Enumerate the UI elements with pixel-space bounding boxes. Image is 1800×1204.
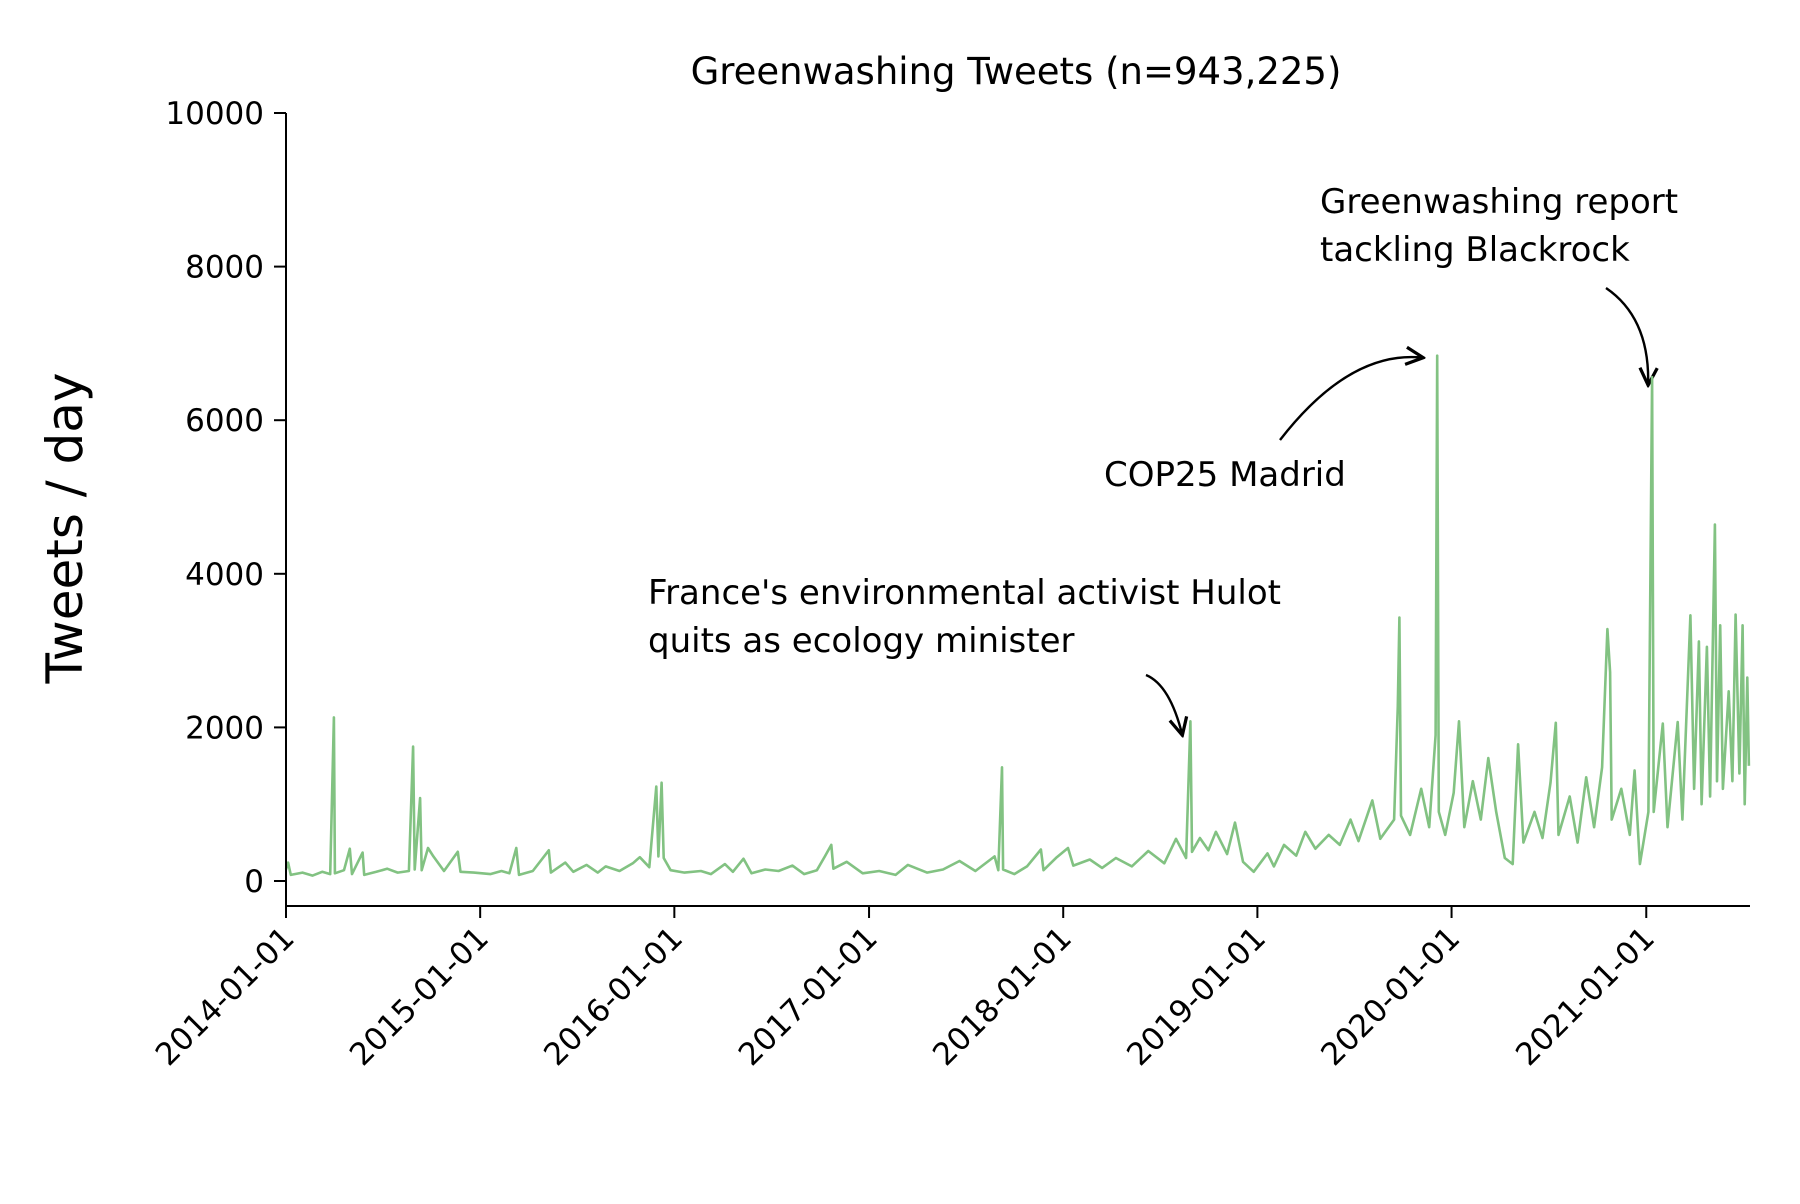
y-tick-label: 10000	[165, 96, 264, 132]
annotation-text: France's environmental activist Hulot	[648, 573, 1281, 613]
annotation-text: COP25 Madrid	[1104, 455, 1346, 495]
annotation-arrow	[1145, 673, 1182, 735]
chart-title: Greenwashing Tweets (n=943,225)	[691, 50, 1342, 93]
annotation-text: Greenwashing report	[1320, 182, 1678, 222]
annotation-text: tackling Blackrock	[1320, 230, 1630, 270]
annotation-arrow	[1279, 357, 1423, 441]
y-tick-label: 0	[244, 864, 264, 900]
x-tick-label: 2020-01-01	[1314, 920, 1467, 1073]
y-tick-label: 6000	[185, 403, 264, 439]
annotation-text: quits as ecology minister	[648, 621, 1074, 661]
series-line	[284, 354, 1751, 877]
annotation-arrow	[1605, 287, 1648, 385]
y-tick-label: 2000	[185, 710, 264, 746]
x-tick-label: 2014-01-01	[149, 920, 302, 1073]
x-tick-label: 2021-01-01	[1509, 920, 1662, 1073]
x-axis: 2014-01-01 2015-01-01 2016-01-01 2017-01-01…	[149, 905, 1750, 1073]
x-tick-label: 2018-01-01	[926, 920, 1079, 1073]
x-tick-label: 2016-01-01	[537, 920, 690, 1073]
x-tick-label: 2017-01-01	[732, 920, 885, 1073]
annotations: France's environmental activist Hulot qui…	[648, 182, 1678, 735]
y-axis-title: Tweets / day	[36, 373, 94, 685]
y-axis: 0 2000 4000 6000 8000 10000	[165, 96, 287, 906]
y-tick-label: 4000	[185, 557, 264, 593]
y-tick-label: 8000	[185, 250, 264, 286]
x-tick-label: 2019-01-01	[1120, 920, 1273, 1073]
x-tick-label: 2015-01-01	[343, 920, 496, 1073]
